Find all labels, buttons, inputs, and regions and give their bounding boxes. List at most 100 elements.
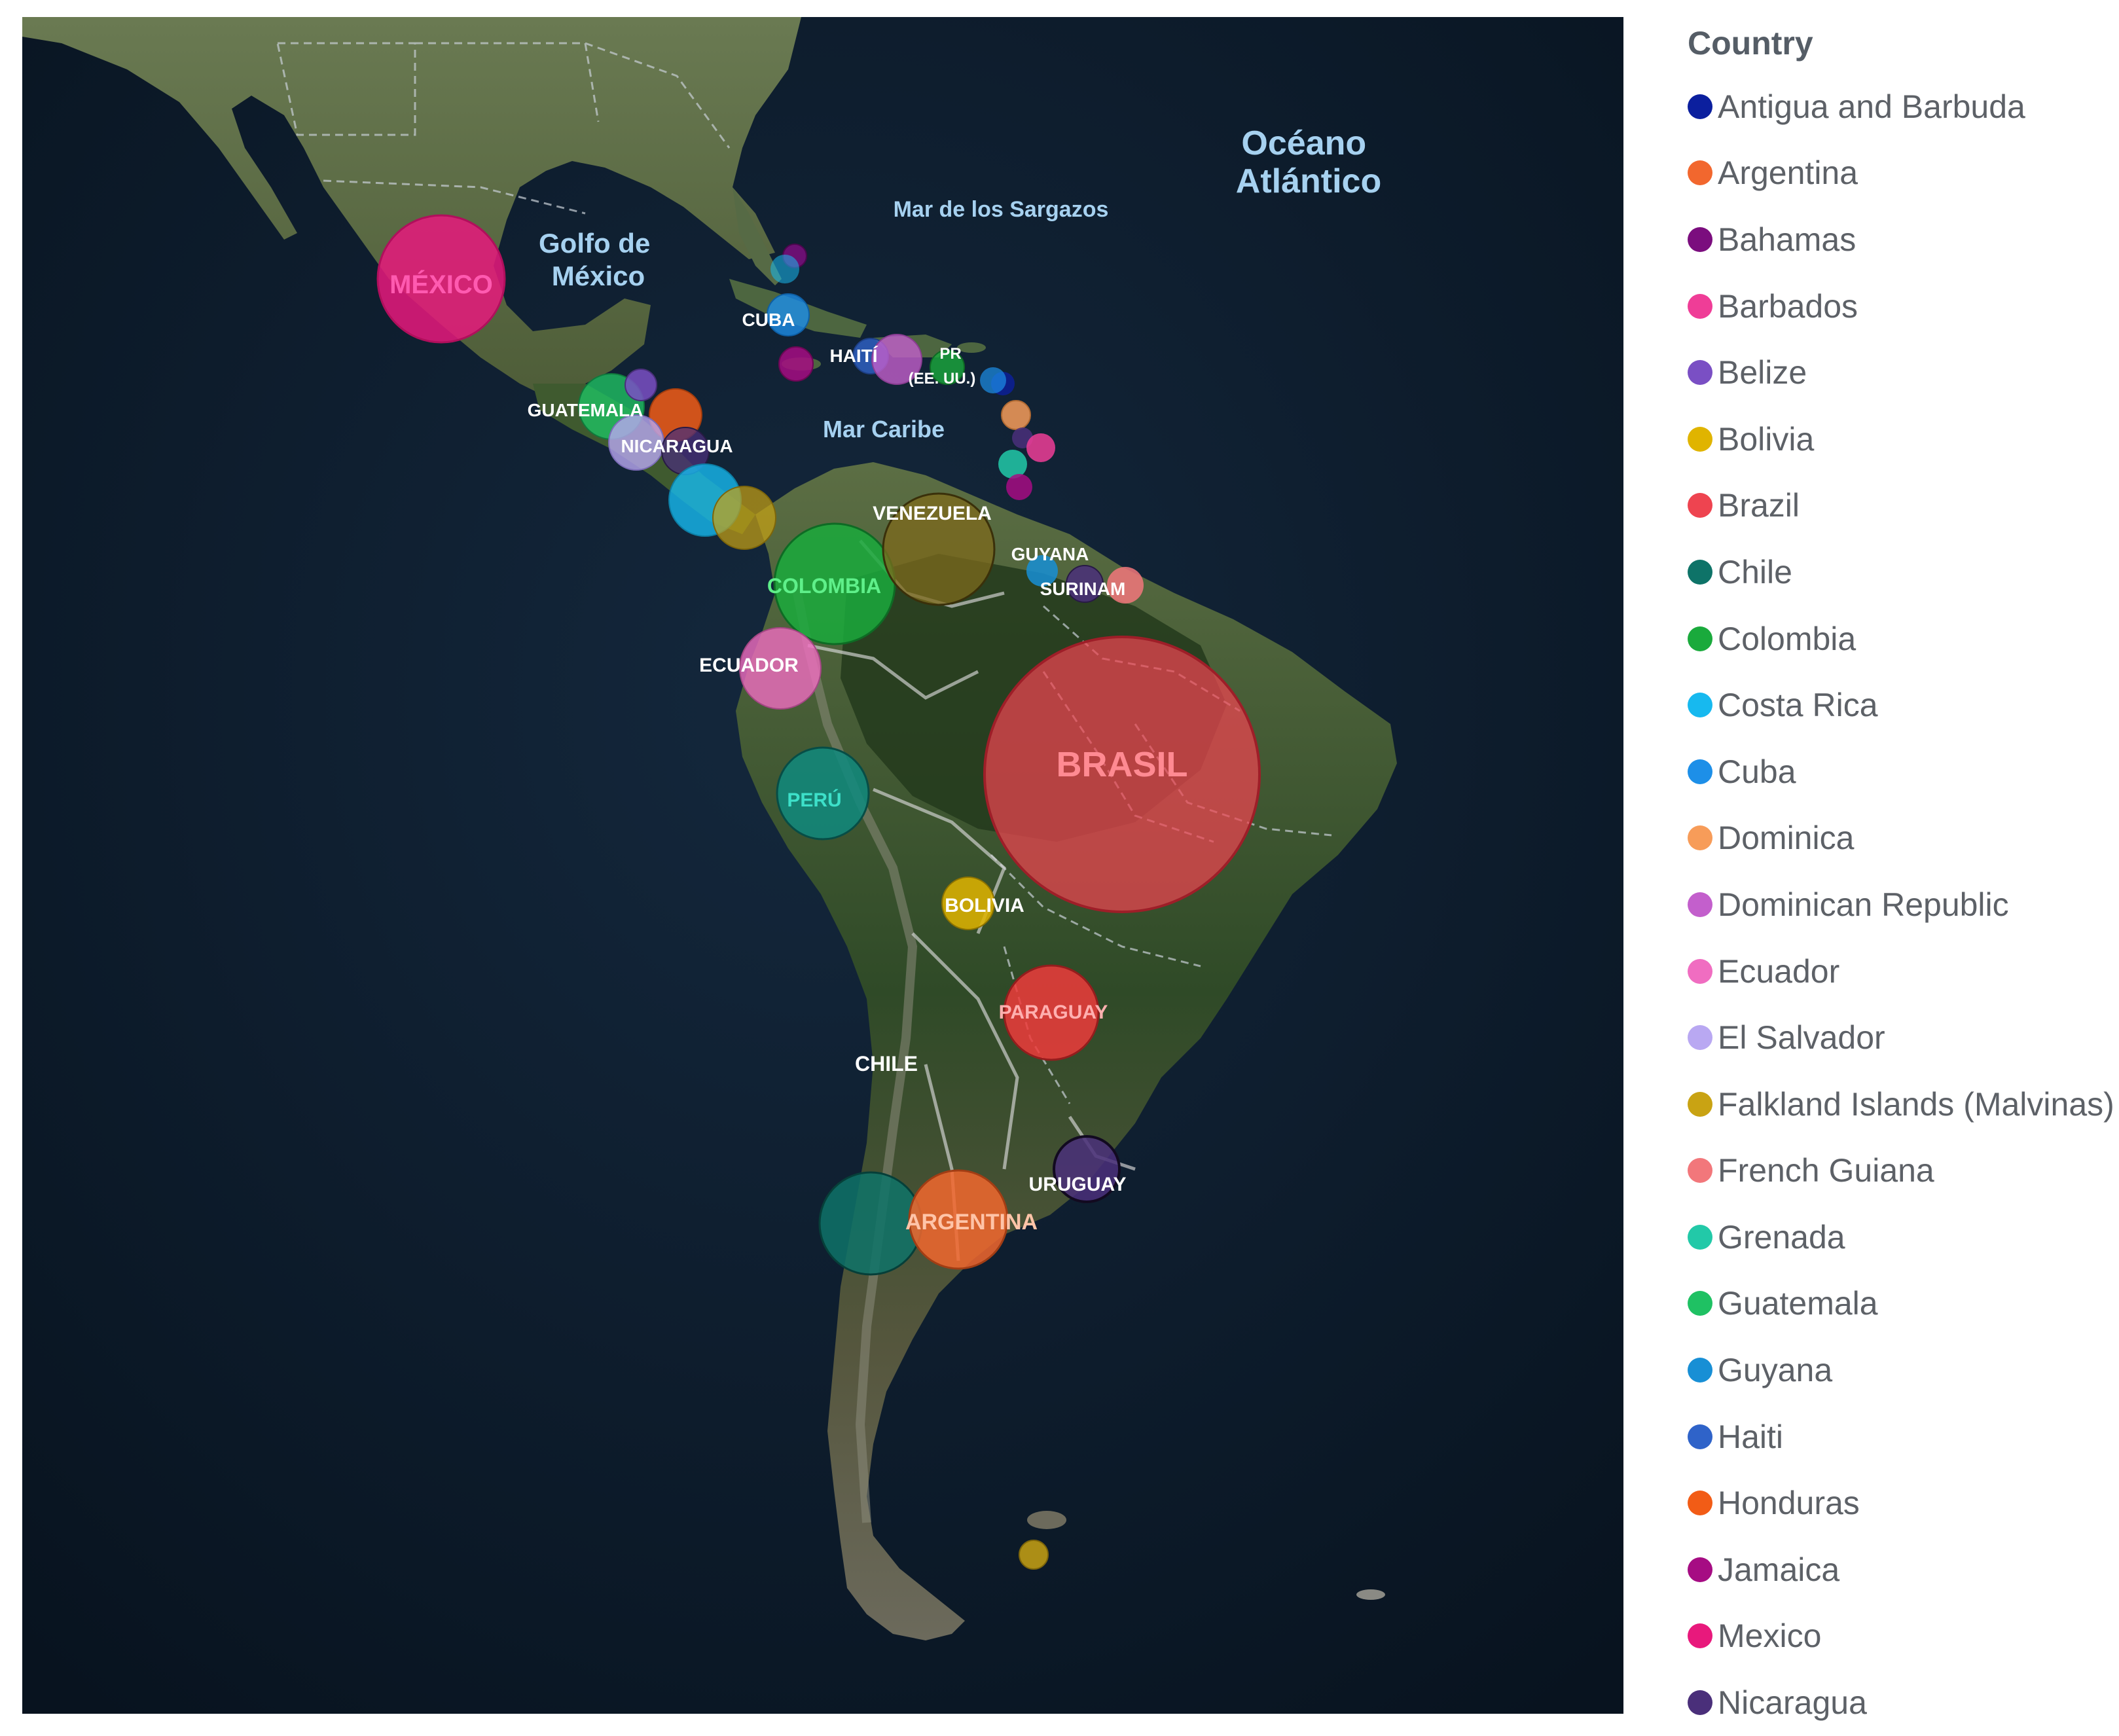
bubble-french-guiana[interactable]: [1107, 567, 1144, 604]
bubble-jamaica[interactable]: [778, 346, 814, 382]
legend: Country Antigua and Barbuda Argentina Ba…: [1688, 20, 2114, 1736]
legend-dot-icon: [1688, 1491, 1712, 1516]
country-label-paraguay: PARAGUAY: [999, 1002, 1108, 1023]
legend-dot-icon: [1688, 1025, 1712, 1051]
map-canvas[interactable]: Océano Atlántico Mar de los Sargazos Gol…: [22, 17, 1623, 1714]
bubble-belize[interactable]: [625, 369, 657, 401]
legend-item-guatemala[interactable]: Guatemala: [1688, 1271, 2113, 1337]
country-label-guatemala: GUATEMALA: [528, 400, 643, 420]
legend-item-mexico[interactable]: Mexico: [1688, 1603, 2113, 1670]
legend-item-bolivia[interactable]: Bolivia: [1688, 406, 2113, 473]
country-label-peru: PERÚ: [787, 789, 841, 811]
bubble-brazil[interactable]: [983, 636, 1261, 913]
legend-dot-icon: [1688, 693, 1712, 718]
legend-item-guyana[interactable]: Guyana: [1688, 1337, 2113, 1403]
map-panel[interactable]: Océano Atlántico Mar de los Sargazos Gol…: [22, 17, 1623, 1714]
legend-label: Bolivia: [1718, 420, 1815, 458]
legend-label: Cuba: [1718, 753, 1796, 790]
bubble-barbados[interactable]: [1026, 433, 1055, 462]
legend-item-french-guiana[interactable]: French Guiana: [1688, 1138, 2113, 1204]
legend-label: Jamaica: [1718, 1551, 1840, 1588]
legend-dot-icon: [1688, 1557, 1712, 1582]
bubble-guyana[interactable]: [1026, 555, 1058, 587]
legend-item-belize[interactable]: Belize: [1688, 339, 2113, 406]
legend-item-falkland-islands[interactable]: Falkland Islands (Malvinas): [1688, 1071, 2114, 1138]
legend-label: Argentina: [1718, 154, 1858, 192]
legend-dot-icon: [1688, 1291, 1712, 1316]
bubble-uruguay[interactable]: [1053, 1135, 1121, 1203]
bubble-jamaica-south[interactable]: [1006, 474, 1032, 500]
legend-item-dominica[interactable]: Dominica: [1688, 805, 2113, 872]
country-label-nicaragua: NICARAGUA: [621, 436, 733, 456]
legend-item-bahamas[interactable]: Bahamas: [1688, 206, 2113, 273]
legend-item-haiti[interactable]: Haiti: [1688, 1403, 2113, 1470]
bubble-costa-rica-north[interactable]: [770, 255, 799, 283]
legend-item-brazil[interactable]: Brazil: [1688, 473, 2113, 539]
legend-item-argentina[interactable]: Argentina: [1688, 140, 2113, 207]
bubble-cuba[interactable]: [767, 293, 810, 336]
legend-dot-icon: [1688, 293, 1712, 319]
legend-item-ecuador[interactable]: Ecuador: [1688, 938, 2113, 1005]
bubble-bolivia[interactable]: [941, 877, 995, 930]
country-label-pr-usa: (EE. UU.): [909, 370, 976, 388]
country-label-venezuela: VENEZUELA: [873, 503, 992, 524]
legend-label: Bahamas: [1718, 221, 1856, 258]
legend-item-dominican-republic[interactable]: Dominican Republic: [1688, 871, 2113, 938]
bubble-suriname[interactable]: [1066, 565, 1104, 603]
legend-label: Honduras: [1718, 1485, 1860, 1522]
country-label-uruguay: URUGUAY: [1029, 1174, 1127, 1195]
ocean-label-sargasso: Mar de los Sargazos: [894, 197, 1109, 222]
legend-item-costa-rica[interactable]: Costa Rica: [1688, 672, 2113, 738]
legend-list: Antigua and Barbuda Argentina Bahamas Ba…: [1688, 73, 2114, 1736]
bubble-cuba-east[interactable]: [980, 367, 1006, 393]
legend-label: French Guiana: [1718, 1152, 1934, 1189]
bubble-paraguay[interactable]: [1003, 964, 1100, 1061]
legend-item-jamaica[interactable]: Jamaica: [1688, 1536, 2113, 1603]
legend-label: Chile: [1718, 553, 1792, 590]
legend-dot-icon: [1688, 892, 1712, 917]
legend-label: Guatemala: [1718, 1285, 1878, 1322]
legend-item-colombia[interactable]: Colombia: [1688, 606, 2113, 672]
legend-title: Country: [1688, 25, 1813, 62]
legend-item-barbados[interactable]: Barbados: [1688, 273, 2113, 340]
bubble-layer: [376, 214, 1261, 1570]
legend-dot-icon: [1688, 1358, 1712, 1383]
legend-dot-icon: [1688, 94, 1712, 119]
bubble-grenada[interactable]: [998, 450, 1027, 479]
country-label-mexico: MÉXICO: [389, 270, 493, 299]
legend-label: Falkland Islands (Malvinas): [1718, 1085, 2114, 1123]
island-fuego: [1356, 1589, 1385, 1600]
bubble-falkland-central[interactable]: [712, 486, 776, 550]
bubble-argentina[interactable]: [908, 1169, 1009, 1270]
legend-item-el-salvador[interactable]: El Salvador: [1688, 1004, 2113, 1071]
legend-label: Colombia: [1718, 620, 1856, 657]
legend-dot-icon: [1688, 559, 1712, 585]
legend-item-cuba[interactable]: Cuba: [1688, 738, 2113, 805]
legend-item-grenada[interactable]: Grenada: [1688, 1204, 2113, 1271]
bubble-dominican-republic[interactable]: [871, 334, 922, 385]
legend-item-nicaragua[interactable]: Nicaragua: [1688, 1669, 2113, 1736]
legend-label: El Salvador: [1718, 1019, 1885, 1057]
legend-dot-icon: [1688, 1224, 1712, 1250]
bubble-ecuador[interactable]: [739, 627, 822, 710]
legend-item-honduras[interactable]: Honduras: [1688, 1470, 2113, 1536]
legend-dot-icon: [1688, 1091, 1712, 1117]
country-label-cuba: CUBA: [742, 310, 795, 330]
bubble-peru[interactable]: [776, 746, 870, 841]
legend-dot-icon: [1688, 1690, 1712, 1716]
legend-label: Grenada: [1718, 1218, 1845, 1256]
bubble-falklands[interactable]: [1019, 1540, 1049, 1570]
bubble-venezuela[interactable]: [882, 492, 996, 606]
legend-label: Barbados: [1718, 287, 1858, 325]
legend-dot-icon: [1688, 825, 1712, 851]
bubble-puerto-rico[interactable]: [930, 350, 965, 385]
legend-dot-icon: [1688, 759, 1712, 784]
ocean-label-atlantic: Océano Atlántico: [1236, 124, 1381, 200]
bubble-mexico[interactable]: [376, 214, 506, 344]
legend-label: Mexico: [1718, 1618, 1822, 1655]
florida: [733, 187, 782, 285]
legend-item-antigua-and-barbuda[interactable]: Antigua and Barbuda: [1688, 73, 2113, 140]
bubble-dominica[interactable]: [1001, 400, 1031, 430]
legend-dot-icon: [1688, 360, 1712, 386]
legend-item-chile[interactable]: Chile: [1688, 539, 2113, 606]
